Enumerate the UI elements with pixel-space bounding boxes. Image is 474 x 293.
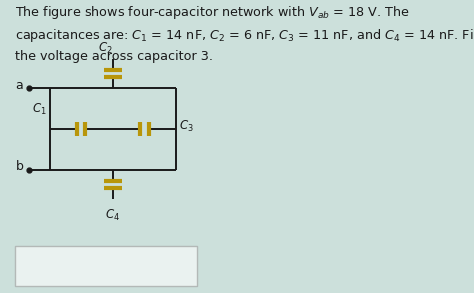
Text: b: b [16, 160, 24, 173]
FancyBboxPatch shape [15, 246, 197, 287]
Text: $C_2$: $C_2$ [99, 41, 113, 56]
Text: $C_1$: $C_1$ [32, 102, 46, 117]
Text: The figure shows four-capacitor network with $V_{ab}$ = 18 V. The
capacitances a: The figure shows four-capacitor network … [15, 4, 474, 63]
Text: $C_3$: $C_3$ [179, 119, 194, 134]
Text: $C_4$: $C_4$ [105, 208, 120, 223]
Text: a: a [16, 79, 24, 92]
